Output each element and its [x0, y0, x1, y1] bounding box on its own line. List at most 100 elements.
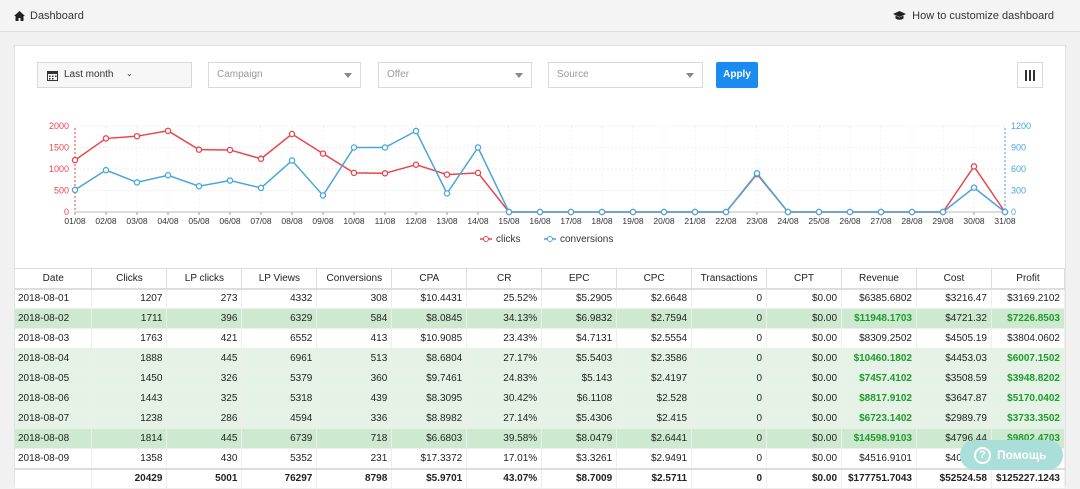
- table-cell: $2.9491: [616, 448, 693, 469]
- x-tick-label: 15/08: [498, 216, 520, 226]
- table-row[interactable]: 2018-08-02 1711 396 6329 584 $8.0845 34.13% $6.…: [15, 308, 1066, 329]
- table-row[interactable]: 2018-08-09 1358 430 5352 231 $17.3372 17.01% $3…: [15, 448, 1066, 469]
- x-tick-label: 01/08: [64, 216, 86, 226]
- table-cell: $17.3372: [391, 448, 468, 469]
- x-tick-label: 13/08: [436, 216, 458, 226]
- table-cell: 2018-08-01: [15, 288, 93, 309]
- home-icon: [14, 11, 25, 21]
- data-point-conversions: [319, 192, 327, 199]
- column-header[interactable]: Cost: [916, 268, 992, 290]
- table-cell: 2018-08-09: [15, 448, 93, 469]
- x-tick-label: 19/08: [622, 216, 644, 226]
- column-header[interactable]: CPT: [766, 268, 843, 290]
- table-cell: $0.00: [766, 348, 843, 369]
- table-cell: $3508.59: [916, 368, 992, 389]
- table-cell: $3216.47: [916, 288, 992, 309]
- table-cell: 1888: [91, 348, 168, 369]
- columns-icon: [1033, 69, 1035, 81]
- data-point-clicks: [133, 132, 141, 140]
- column-header[interactable]: CR: [466, 268, 543, 290]
- table-cell: $0.00: [766, 288, 843, 309]
- column-header[interactable]: Transactions: [691, 268, 768, 290]
- y-left-tick-label: 1000: [49, 164, 69, 174]
- data-point-clicks: [412, 161, 420, 168]
- data-point-conversions: [722, 208, 730, 216]
- table-cell: $8817.9102: [841, 388, 917, 409]
- table-cell: $5.2905: [541, 288, 618, 309]
- legend-label-conversions: conversions: [560, 234, 613, 245]
- x-tick-label: 04/08: [157, 216, 179, 226]
- table-cell: $8309.2502: [841, 328, 917, 349]
- caret-down-icon: [686, 73, 694, 78]
- table-cell: 430: [166, 448, 243, 469]
- data-point-clicks: [350, 169, 358, 177]
- offer-placeholder: Offer: [387, 69, 410, 80]
- y-left-tick-label: 0: [64, 207, 69, 217]
- column-header[interactable]: CPA: [391, 268, 468, 290]
- column-header[interactable]: LP Views: [241, 268, 318, 290]
- table-cell: 6961: [241, 348, 318, 369]
- column-header[interactable]: Date: [15, 268, 93, 290]
- column-header[interactable]: Clicks: [91, 268, 168, 290]
- table-cell: $3169.2102: [991, 288, 1066, 309]
- table-cell: 1450: [91, 368, 168, 389]
- data-point-conversions: [970, 184, 978, 191]
- table-row[interactable]: 2018-08-07 1238 286 4594 336 $8.8982 27.14% $5.…: [15, 408, 1066, 429]
- data-point-clicks: [288, 130, 296, 138]
- x-tick-label: 29/08: [932, 216, 954, 226]
- table-row[interactable]: 2018-08-01 1207 273 4332 308 $10.4431 25.52% $5…: [15, 288, 1066, 309]
- help-widget-button[interactable]: ? Помощь: [960, 440, 1063, 470]
- table-cell: 2018-08-05: [15, 368, 93, 389]
- table-cell: $2.5554: [616, 328, 693, 349]
- table-row[interactable]: 2018-08-08 1814 445 6739 718 $6.6803 39.58% $8.…: [15, 428, 1066, 449]
- table-cell: $2.6441: [616, 428, 693, 449]
- columns-toggle-button[interactable]: [1017, 62, 1043, 88]
- offer-select[interactable]: Offer: [378, 62, 532, 88]
- x-tick-label: 02/08: [95, 216, 117, 226]
- table-cell: $6.6803: [391, 428, 468, 449]
- column-header[interactable]: Profit: [991, 268, 1066, 290]
- table-cell: 0: [691, 368, 768, 389]
- column-header[interactable]: CPC: [616, 268, 693, 290]
- table-cell: 439: [316, 388, 393, 409]
- table-cell: 39.58%: [466, 428, 543, 449]
- table-cell: 1763: [91, 328, 168, 349]
- apply-button[interactable]: Apply: [716, 62, 758, 88]
- table-cell: $4721.32: [916, 308, 992, 329]
- table-cell: 2018-08-06: [15, 388, 93, 409]
- data-point-conversions: [381, 144, 389, 151]
- table-cell: 6739: [241, 428, 318, 449]
- column-header[interactable]: LP clicks: [166, 268, 243, 290]
- table-row[interactable]: 2018-08-04 1888 445 6961 513 $8.6804 27.17% $5.…: [15, 348, 1066, 369]
- table-cell: 0: [691, 328, 768, 349]
- table-cell: $8.8982: [391, 408, 468, 429]
- table-cell: $2.6648: [616, 288, 693, 309]
- table-row[interactable]: 2018-08-06 1443 325 5318 439 $8.3095 30.42% $6.…: [15, 388, 1066, 409]
- y-left-tick-label: 1500: [49, 143, 69, 153]
- caret-down-icon: [344, 73, 352, 78]
- x-tick-label: 07/08: [250, 216, 272, 226]
- x-tick-label: 08/08: [281, 216, 303, 226]
- x-tick-label: 10/08: [343, 216, 365, 226]
- source-select[interactable]: Source: [548, 62, 703, 88]
- table-cell: 2018-08-07: [15, 408, 93, 429]
- table-cell: $0.00: [766, 408, 843, 429]
- table-cell: 4594: [241, 408, 318, 429]
- table-row[interactable]: 2018-08-03 1763 421 6552 413 $10.9085 23.43% $4…: [15, 328, 1066, 349]
- legend-marker-conversions: [547, 236, 553, 242]
- column-header[interactable]: Conversions: [316, 268, 393, 290]
- dashboard-link[interactable]: Dashboard: [14, 10, 84, 22]
- column-header[interactable]: EPC: [541, 268, 618, 290]
- y-right-tick-label: 0: [1011, 207, 1016, 217]
- table-cell: $6.1108: [541, 388, 618, 409]
- data-point-conversions: [505, 208, 513, 216]
- x-tick-label: 14/08: [467, 216, 489, 226]
- data-point-conversions: [288, 157, 296, 164]
- table-row[interactable]: 2018-08-05 1450 326 5379 360 $9.7461 24.83% $5.…: [15, 368, 1066, 389]
- table-cell: 2018-08-03: [15, 328, 93, 349]
- date-range-picker[interactable]: Last month ⌄: [37, 62, 192, 88]
- column-header[interactable]: Revenue: [841, 268, 917, 290]
- campaign-select[interactable]: Campaign: [208, 62, 361, 88]
- help-link[interactable]: How to customize dashboard: [893, 10, 1054, 22]
- table-cell: 231: [316, 448, 393, 469]
